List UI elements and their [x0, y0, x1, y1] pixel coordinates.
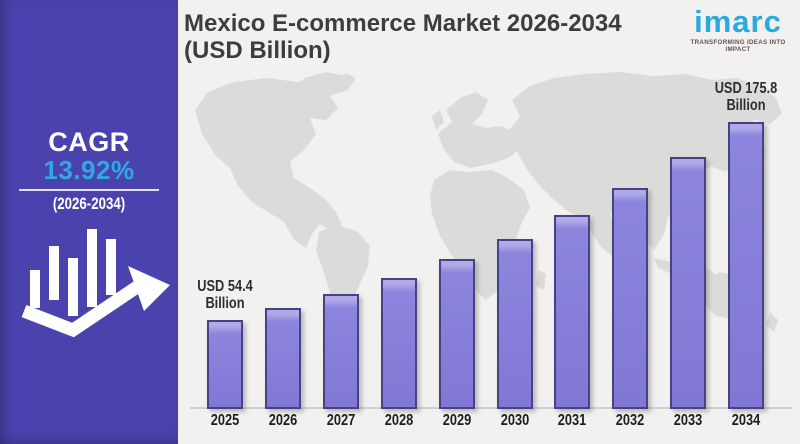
- x-tick-2026: 2026: [268, 412, 298, 429]
- divider: [19, 189, 159, 191]
- x-axis-line: [190, 407, 792, 409]
- value-label-2025: USD 54.4 Billion: [197, 278, 253, 312]
- bar-2026: [264, 308, 301, 409]
- bar-2033: [670, 157, 707, 409]
- chart-area: Mexico E-commerce Market 2026-2034 (USD …: [178, 0, 800, 444]
- cagr-value: 13.92%: [43, 155, 135, 185]
- bar-2027: [322, 294, 359, 409]
- bar-2025: [207, 320, 243, 409]
- chart-title: Mexico E-commerce Market 2026-2034 (USD …: [184, 10, 654, 64]
- bar-2032: [612, 188, 649, 409]
- bar-2028: [380, 278, 417, 409]
- x-tick-2033: 2033: [673, 412, 703, 429]
- chart-title-line1: Mexico E-commerce Market 2026-2034: [184, 10, 622, 37]
- value-label-2034: USD 175.8 Billion: [714, 80, 778, 114]
- x-tick-2034: 2034: [731, 412, 761, 429]
- cagr-sidebar: CAGR 13.92% (2026-2034): [0, 0, 178, 444]
- bar-2031: [554, 215, 591, 409]
- cagr-label: CAGR: [48, 127, 130, 157]
- bar-2034: [728, 122, 765, 409]
- imarc-logo: imarc TRANSFORMING IDEAS INTO IMPACT: [681, 4, 795, 53]
- x-tick-2029: 2029: [442, 412, 471, 429]
- chart-title-line2: (USD Billion): [184, 37, 331, 64]
- x-tick-2032: 2032: [616, 412, 645, 429]
- x-tick-2030: 2030: [500, 412, 529, 429]
- x-tick-2025: 2025: [210, 412, 240, 429]
- bar-2029: [438, 259, 475, 409]
- x-tick-2027: 2027: [326, 412, 356, 429]
- imarc-tagline: TRANSFORMING IDEAS INTO IMPACT: [690, 39, 786, 53]
- growth-bars-arrow-icon: [22, 229, 170, 338]
- bar-2030: [496, 239, 533, 409]
- x-tick-2028: 2028: [384, 412, 413, 429]
- imarc-wordmark: imarc: [694, 4, 782, 39]
- x-tick-2031: 2031: [558, 412, 587, 429]
- cagr-period: (2026-2034): [52, 194, 126, 213]
